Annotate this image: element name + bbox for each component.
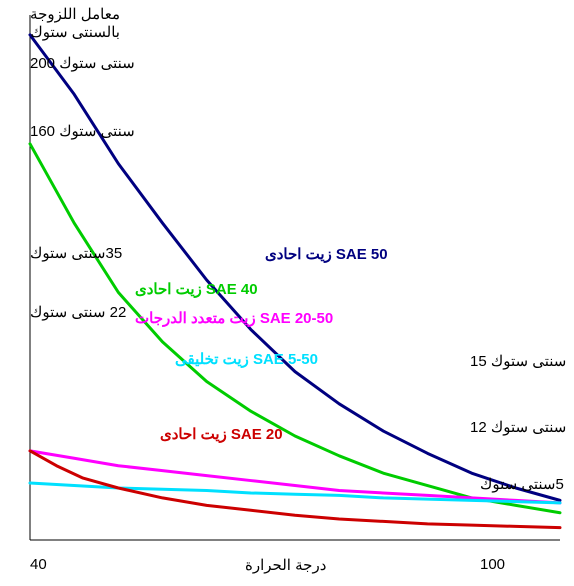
series-label: SAE 50 زيت احادى [265,245,388,263]
y-axis-title: معامل اللزوجة بالسنتى ستوك [30,6,120,42]
y-value-label: سنتى ستوك 200 [30,54,135,72]
y-value-label: 5سنتى ستوك [480,475,564,493]
y-value-label: 35سنتى ستوك [30,244,122,262]
y-value-label: سنتى ستوك 160 [30,122,135,140]
series-label: SAE 20 زيت احادى [160,425,283,443]
y-value-label: سنتى ستوك 15 [470,352,566,370]
y-value-label: 22 سنتى ستوك [30,303,126,321]
series-label: SAE 40 زيت احادى [135,280,258,298]
series-label: SAE 5-50 زيت تخليقى [175,350,318,368]
viscosity-chart: SAE 50 زيت احادى SAE 40 زيت احادى SAE 20-5… [0,0,574,586]
x-tick-label: 100 [480,556,505,573]
chart-svg [0,0,574,586]
x-axis-title: درجة الحرارة [245,556,326,574]
y-value-label: سنتى ستوك 12 [470,418,566,436]
x-tick-label: 40 [30,556,47,573]
series-label: SAE 20-50 زيت متعدد الدرجات [135,309,333,327]
